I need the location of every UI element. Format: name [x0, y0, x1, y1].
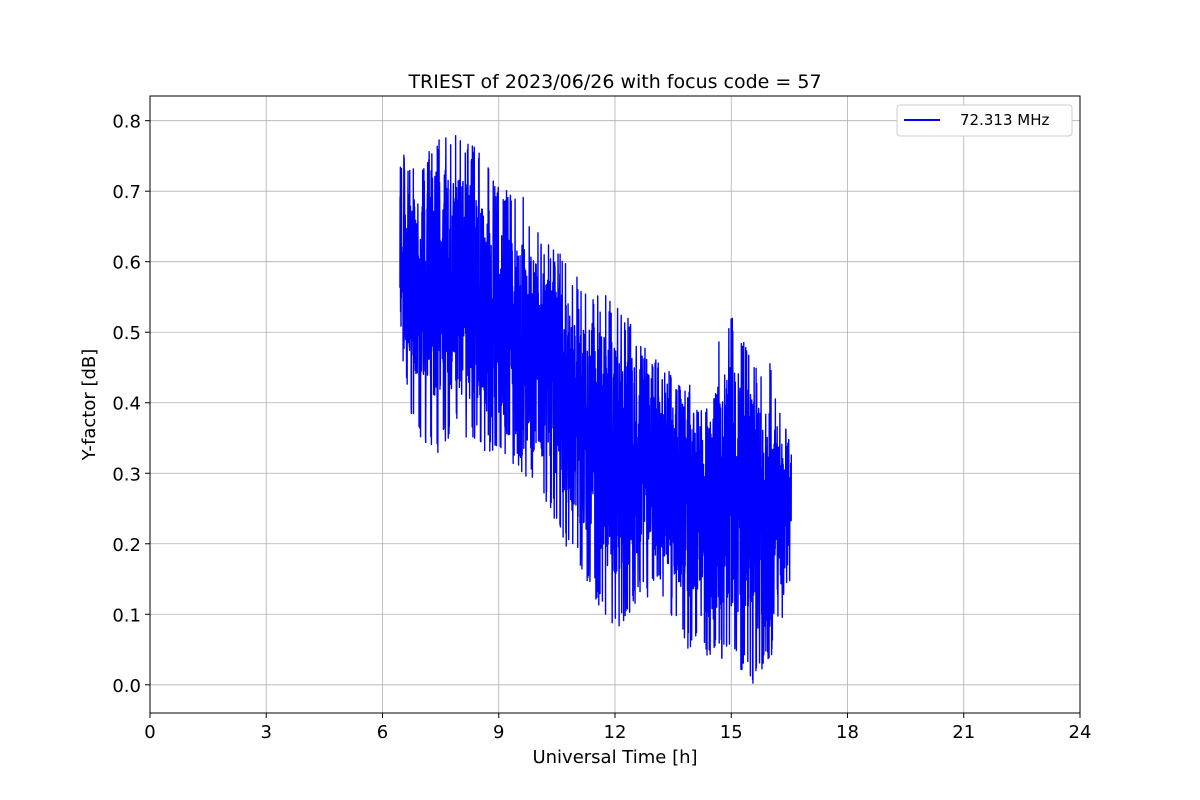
x-tick-label: 18 — [836, 722, 859, 743]
x-tick-label: 9 — [493, 722, 504, 743]
legend: 72.313 MHz — [896, 104, 1073, 137]
legend-entry-label: 72.313 MHz — [960, 111, 1049, 129]
y-tick-label: 0.3 — [112, 464, 141, 485]
y-tick-label: 0.7 — [112, 182, 141, 203]
x-tick-label: 12 — [604, 722, 627, 743]
series-line — [399, 135, 793, 684]
y-tick-label: 0.2 — [112, 535, 141, 556]
x-axis-label: Universal Time [h] — [532, 747, 697, 768]
chart-title: TRIEST of 2023/06/26 with focus code = 5… — [407, 71, 821, 93]
x-tick-label: 3 — [261, 722, 272, 743]
y-tick-label: 0.6 — [112, 253, 141, 274]
x-tick-label: 24 — [1069, 722, 1092, 743]
x-tick-label: 0 — [144, 722, 155, 743]
legend-box — [896, 104, 1073, 137]
y-tick-label: 0.0 — [112, 676, 141, 697]
series-layer — [399, 135, 793, 684]
y-tick-label: 0.4 — [112, 394, 141, 415]
ticks: 0 3 6 9 12 15 18 21 24 0.0 0.1 0.2 0.3 0.4 0.5 0.6 0.7 0.… — [112, 112, 1091, 743]
x-tick-label: 15 — [720, 722, 743, 743]
x-tick-label: 21 — [952, 722, 975, 743]
y-tick-label: 0.1 — [112, 605, 141, 626]
y-tick-label: 0.5 — [112, 323, 141, 344]
y-tick-label: 0.8 — [112, 112, 141, 133]
y-axis-label: Y-factor [dB] — [79, 349, 100, 462]
x-tick-label: 6 — [377, 722, 388, 743]
